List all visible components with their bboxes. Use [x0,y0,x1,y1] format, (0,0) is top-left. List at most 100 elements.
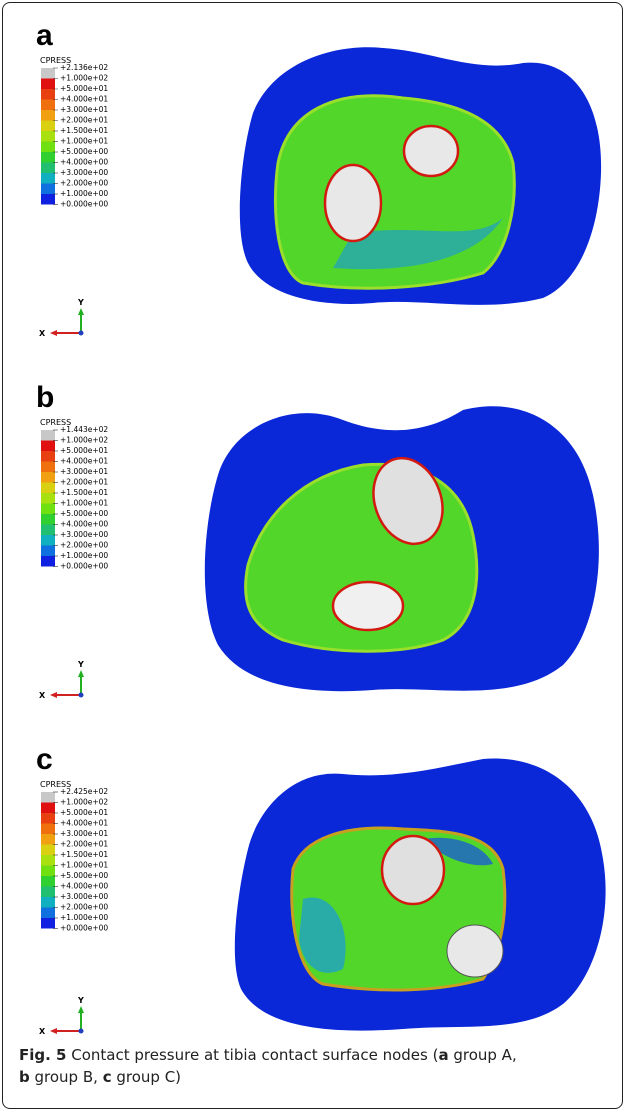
caption-text: group A, [449,1046,517,1064]
legend-swatch [41,472,55,483]
legend-swatch [41,79,55,90]
legend-swatch [41,89,55,100]
legend-label: +4.000e+01 [60,457,108,466]
y-arrow-head [78,670,84,677]
legend-label: +3.000e+01 [60,105,108,114]
legend-swatch [41,887,55,898]
legend-swatch [41,813,55,824]
legend-swatch [41,546,55,557]
caption-label: b [19,1068,30,1086]
legend-swatch [41,184,55,195]
legend-label: +4.000e+01 [60,95,108,104]
legend-swatch [41,514,55,525]
legend-label: +1.000e+00 [60,913,108,922]
legend-swatch [41,462,55,473]
legend-swatch [41,908,55,919]
legend-label: +0.000e+00 [60,200,108,209]
legend-swatch [41,866,55,877]
legend-label: +5.000e+00 [60,871,108,880]
figure-panels: aCPRESS+2.136e+02+1.000e+02+5.000e+01+4.… [3,3,623,1043]
legend-label: +2.000e+00 [60,903,108,912]
legend-swatch [41,556,55,567]
legend-label: +0.000e+00 [60,562,108,571]
contact-hole [447,925,503,977]
legend-swatch [41,504,55,515]
caption-text: Contact pressure at tibia contact surfac… [66,1046,438,1064]
legend-label: +1.000e+01 [60,861,108,870]
legend-label: +1.443e+02 [60,425,108,434]
legend-label: +5.000e+00 [60,509,108,518]
legend-label: +2.000e+00 [60,541,108,550]
caption-label: c [103,1068,112,1086]
legend-label: +4.000e+00 [60,520,108,529]
legend-swatch [41,110,55,121]
legend-swatch [41,876,55,887]
legend-label: +4.000e+00 [60,882,108,891]
legend-label: +2.000e+00 [60,179,108,188]
legend-swatch [41,100,55,111]
legend-swatch [41,173,55,184]
legend-swatch [41,194,55,205]
legend-swatch [41,163,55,174]
legend-label: +5.000e+00 [60,147,108,156]
legend-label: +1.000e+02 [60,436,108,445]
panel-c: cCPRESS+2.425e+02+1.000e+02+5.000e+01+4.… [36,743,606,1036]
panel-label: c [36,743,53,776]
caption-text: group B, [30,1068,103,1086]
legend-label: +3.000e+01 [60,467,108,476]
legend-label: +1.000e+02 [60,798,108,807]
x-arrow-head [50,1028,57,1034]
figure: aCPRESS+2.136e+02+1.000e+02+5.000e+01+4.… [2,2,623,1109]
legend-label: +2.000e+01 [60,840,108,849]
legend-swatch [41,121,55,132]
figure-number: Fig. 5 [19,1046,66,1064]
contact-hole [404,126,458,176]
legend-label: +5.000e+01 [60,446,108,455]
panel-label: b [36,381,54,414]
legend-label: +1.500e+01 [60,850,108,859]
y-axis-label: Y [77,298,84,307]
contact-hole [382,836,444,904]
caption-label: a [438,1046,448,1064]
y-axis-label: Y [77,660,84,669]
x-arrow-head [50,692,57,698]
axis-origin [79,1029,84,1034]
legend-swatch [41,68,55,79]
x-axis-label: X [39,691,46,700]
legend-swatch [41,824,55,835]
axis-origin [79,693,84,698]
legend-swatch [41,855,55,866]
legend-swatch [41,525,55,536]
legend-label: +0.000e+00 [60,924,108,933]
legend-label: +4.000e+01 [60,819,108,828]
legend-label: +1.000e+00 [60,551,108,560]
legend-swatch [41,918,55,929]
legend-label: +1.000e+01 [60,499,108,508]
panel-label: a [36,19,53,52]
legend-label: +4.000e+00 [60,158,108,167]
legend-swatch [41,493,55,504]
legend-label: +3.000e+01 [60,829,108,838]
panel-b: bCPRESS+1.443e+02+1.000e+02+5.000e+01+4.… [36,381,599,700]
legend-label: +1.000e+00 [60,189,108,198]
legend-swatch [41,483,55,494]
contact-hole [333,582,403,630]
legend-label: +2.425e+02 [60,787,108,796]
legend-label: +3.000e+00 [60,530,108,539]
panel-a: aCPRESS+2.136e+02+1.000e+02+5.000e+01+4.… [36,19,601,338]
legend-label: +5.000e+01 [60,84,108,93]
x-arrow-head [50,330,57,336]
legend-label: +2.000e+01 [60,116,108,125]
legend-swatch [41,535,55,546]
legend-label: +1.000e+02 [60,74,108,83]
legend-label: +1.000e+01 [60,137,108,146]
legend-swatch [41,897,55,908]
legend-label: +1.500e+01 [60,126,108,135]
legend-swatch [41,430,55,441]
x-axis-label: X [39,1027,46,1036]
legend-swatch [41,152,55,163]
axis-origin [79,331,84,336]
legend-swatch [41,131,55,142]
y-arrow-head [78,308,84,315]
caption: Fig. 5 Contact pressure at tibia contact… [19,1044,609,1088]
